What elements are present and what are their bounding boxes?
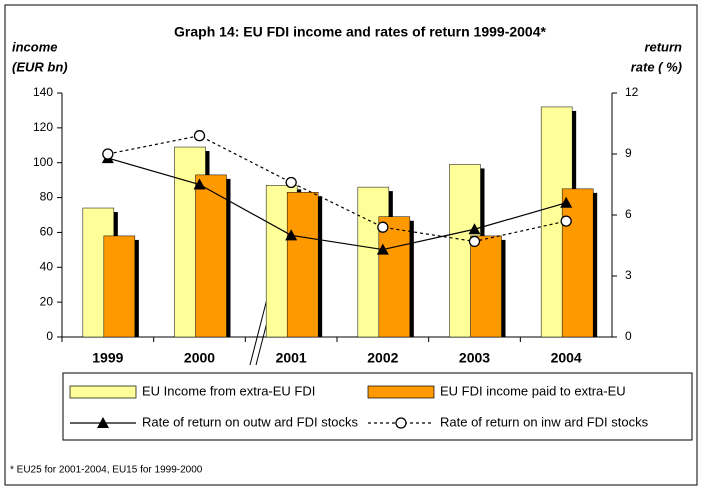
- bar: [286, 192, 319, 338]
- y2-tick-label: 0: [625, 329, 632, 343]
- legend-swatch: [367, 385, 435, 399]
- legend-label: Rate of return on outw ard FDI stocks: [142, 414, 359, 429]
- footnote: * EU25 for 2001-2004, EU15 for 1999-2000: [10, 465, 203, 476]
- legend-marker: [97, 417, 109, 428]
- line: [107, 135, 567, 243]
- legend-label: Rate of return on inw ard FDI stocks: [440, 414, 649, 429]
- y-axis-label: income: [12, 39, 58, 54]
- x-tick-label: 2000: [184, 350, 215, 366]
- x-tick-label: 2004: [551, 350, 582, 366]
- y-tick-label: 100: [33, 155, 53, 169]
- x-tick-label: 2002: [367, 350, 398, 366]
- marker: [193, 130, 206, 142]
- line: [107, 157, 567, 251]
- bar: [561, 188, 594, 338]
- legend-label: EU Income from extra-EU FDI: [142, 383, 315, 398]
- legend-label: EU FDI income paid to extra-EU: [440, 383, 626, 398]
- x-tick-label: 2003: [459, 350, 490, 366]
- marker: [560, 196, 573, 208]
- bar: [470, 235, 502, 338]
- y-tick-label: 140: [33, 85, 53, 99]
- y2-tick-label: 6: [625, 207, 632, 221]
- marker: [377, 221, 389, 233]
- y-axis-label: (EUR bn): [12, 59, 68, 74]
- y2-axis-label: rate ( %): [631, 59, 682, 74]
- marker: [285, 176, 297, 189]
- x-tick-label: 1999: [92, 350, 123, 366]
- marker: [468, 235, 481, 248]
- marker: [468, 223, 481, 235]
- y-tick-label: 0: [46, 329, 53, 343]
- bar: [103, 235, 136, 338]
- bar: [195, 174, 227, 338]
- y-tick-label: 60: [40, 225, 54, 239]
- legend-marker: [395, 417, 407, 429]
- marker: [560, 215, 572, 227]
- y-tick-label: 20: [40, 294, 54, 308]
- y2-tick-label: 9: [625, 146, 632, 160]
- break-mark: [249, 294, 269, 366]
- marker: [285, 229, 298, 241]
- legend-swatch: [69, 385, 137, 399]
- y-tick-label: 80: [40, 190, 54, 204]
- marker: [193, 178, 206, 190]
- bar: [378, 216, 411, 338]
- legend: [62, 372, 693, 441]
- y-tick-label: 40: [40, 259, 54, 273]
- x-tick-label: 2001: [276, 350, 307, 366]
- y2-axis-label: return: [644, 39, 682, 54]
- marker: [376, 243, 389, 255]
- y2-tick-label: 3: [625, 268, 632, 282]
- y2-tick-label: 12: [625, 85, 639, 99]
- y-tick-label: 120: [33, 120, 53, 134]
- marker: [102, 148, 114, 160]
- chart-title: Graph 14: EU FDI income and rates of ret…: [174, 24, 546, 40]
